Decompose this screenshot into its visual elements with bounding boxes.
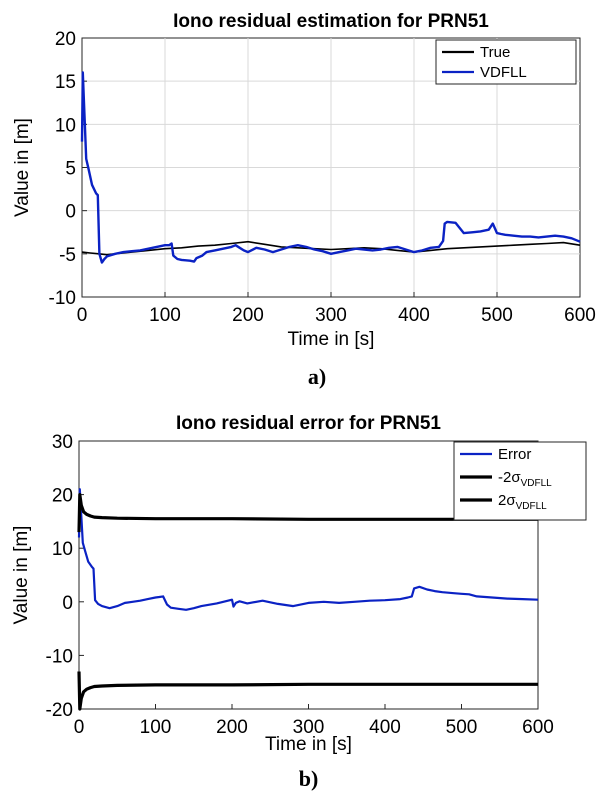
chart-b: 0 100 200 300 400 500 600 -20 -10 0 10 20 30 Iono res…: [11, 413, 587, 791]
legend-label: Error: [498, 446, 531, 463]
legend: True VDFLL: [435, 39, 577, 85]
y-tick-label: 30: [52, 432, 73, 453]
y-tick-label: 20: [52, 486, 73, 507]
x-tick-label: 100: [149, 305, 181, 326]
y-axis-label: Value in [m]: [11, 526, 32, 625]
x-tick-label: 400: [398, 305, 430, 326]
figure-caption: a): [308, 364, 326, 389]
y-tick-label: -5: [59, 245, 76, 266]
x-tick-label: 400: [369, 717, 401, 738]
y-tick-label: -10: [49, 288, 76, 309]
x-tick-label: 200: [232, 305, 264, 326]
chart-a: 0 100 200 300 400 500 600 -10 -5 0 5 10 15 20 Iono res…: [12, 11, 596, 389]
chart-title: Iono residual error for PRN51: [176, 413, 441, 434]
x-axis-label: Time in [s]: [288, 329, 375, 350]
legend-label: True: [480, 44, 510, 61]
x-tick-label: 600: [564, 305, 596, 326]
y-tick-label: -20: [46, 700, 73, 721]
y-tick-label: 15: [55, 72, 76, 93]
x-tick-label: 0: [77, 305, 88, 326]
y-tick-label: 10: [55, 115, 76, 136]
x-tick-label: 600: [522, 717, 554, 738]
legend-label: VDFLL: [480, 64, 527, 81]
x-tick-label: 500: [446, 717, 478, 738]
series-line-1: [77, 671, 538, 711]
y-tick-label: -10: [46, 646, 73, 667]
series-line-2: [77, 493, 538, 533]
x-tick-label: 300: [293, 717, 325, 738]
y-tick-label: 0: [65, 202, 76, 223]
x-tick-label: 200: [216, 717, 248, 738]
y-tick-label: 20: [55, 29, 76, 50]
series-line-1: [80, 71, 581, 264]
legend-label-subscript: VDFLL: [516, 501, 548, 512]
x-tick-label: 0: [74, 717, 85, 738]
chart-title: Iono residual estimation for PRN51: [173, 11, 489, 32]
x-tick-label: 100: [140, 717, 172, 738]
legend-box: [435, 39, 577, 85]
x-axis-label: Time in [s]: [265, 734, 352, 755]
y-tick-label: 10: [52, 539, 73, 560]
y-tick-label: 5: [65, 159, 76, 180]
x-tick-label: 500: [481, 305, 513, 326]
y-tick-label: 0: [62, 593, 73, 614]
figure-caption: b): [299, 766, 319, 791]
series-line-0: [77, 488, 539, 611]
legend-label-subscript: VDFLL: [521, 478, 553, 489]
y-axis-label: Value in [m]: [12, 118, 33, 217]
x-tick-label: 300: [315, 305, 347, 326]
